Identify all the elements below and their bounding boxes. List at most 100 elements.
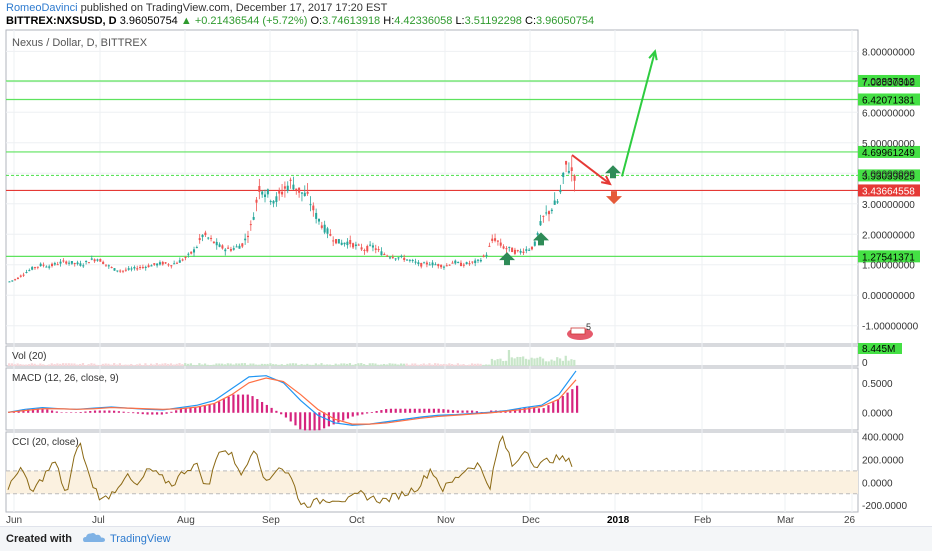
volume-bar [297,364,300,366]
volume-bar [547,361,550,366]
volume-bar [81,363,85,366]
volume-pane-title: Vol (20) [12,351,46,362]
macd-hist-bar [327,412,330,427]
volume-bar [524,358,528,366]
candle-body [249,224,252,226]
candle-body [36,266,39,268]
volume-bar [47,364,50,366]
candle-body [352,243,355,248]
candle-body [107,265,110,267]
event-flag-icon[interactable] [567,327,593,340]
candle-body [124,269,127,271]
red-arrow-head [600,175,612,186]
candle-body [420,262,423,267]
macd-hist-bar [399,408,402,413]
price-levels: 7.02837312 6.42071381 4.69961249 3.93039825… [6,74,920,263]
buy-arrow-icon [533,232,549,246]
volume-bar [527,359,530,366]
candle-body [110,267,113,269]
candle-body [369,244,372,246]
cci-tick-label: 200.0000 [862,455,904,466]
candle-body [312,205,315,211]
macd-hist-bar [194,407,197,413]
volume-pane[interactable] [5,345,859,367]
macd-hist-bar [404,408,407,413]
candle-body [482,255,485,257]
macd-hist-bar [571,389,574,413]
volume-bar [385,364,388,366]
candle-body [533,241,536,246]
candle-body [130,268,133,270]
macd-hist-bar [84,411,87,413]
volume-bar [343,363,346,366]
candle-body [377,249,380,251]
volume-bar [510,357,513,366]
macd-hist-bar [289,412,292,422]
candle-body [269,201,272,203]
candle-body [383,254,386,256]
candle-body [238,245,241,249]
y-tick-label: 5.00000000 [862,139,915,150]
macd-hist-bar [179,408,183,413]
macd-hist-bar [361,412,364,415]
volume-bar [138,363,141,366]
candle-body [116,270,119,272]
volume-bar [96,364,99,366]
chart-canvas[interactable]: 7.02837312 6.42071381 4.69961249 3.93039825… [0,28,932,526]
macd-hist-bar [342,412,345,421]
price-level-badge [858,169,920,182]
volume-bar [198,363,201,366]
volume-bar [141,364,144,366]
tradingview-brand[interactable]: TradingView [110,533,171,545]
candle-body [491,238,494,241]
cci-tick-label: 400.0000 [862,433,904,444]
volume-bar [289,363,292,366]
volume-bar [448,363,451,366]
candle-body [102,261,105,264]
author-name[interactable]: RomeoDavinci [6,2,78,14]
candle-body [516,250,519,252]
macd-hist-bar [70,412,73,413]
candle-body [400,255,403,257]
x-tick-label: Jun [6,515,22,526]
candle-body [462,264,465,266]
volume-bar [544,361,547,366]
volume-bar [453,364,457,366]
volume-bar [428,363,431,366]
volume-bar [539,356,542,366]
candle-body [14,279,17,281]
macd-hist-bar [122,411,125,413]
volume-bar [314,363,317,366]
macd-hist-bar [432,408,436,413]
macd-hist-bar [132,412,135,414]
volume-bar [274,364,278,366]
volume-bar [533,358,536,366]
candle-body [8,281,11,283]
volume-bar [422,363,425,366]
macd-hist-bar [93,410,97,413]
candle-body [65,261,68,264]
candle-body [33,267,36,269]
x-tick-label: Nov [437,515,455,526]
volume-bar [172,364,175,366]
candle-body [215,241,218,246]
candle-body [496,240,499,242]
volume-bar [371,363,374,366]
volume-bar [277,364,281,366]
candle-body [68,262,71,264]
macd-hist-bar [136,412,140,414]
macd-hist-bar [461,410,464,413]
candle-body [144,266,147,268]
macd-hist-bar [470,410,474,413]
macd-pane[interactable] [5,367,859,431]
high-value: 4.42336058 [394,15,453,27]
macd-hist-bar [31,408,35,413]
volume-bar [567,360,570,366]
volume-bar [144,363,147,366]
volume-bar [374,363,377,366]
price-pane[interactable] [5,29,859,345]
price-level-label: 3.43664558 [862,186,915,197]
candle-body [525,249,528,251]
volume-bar [70,363,73,366]
candle-body [440,264,443,268]
